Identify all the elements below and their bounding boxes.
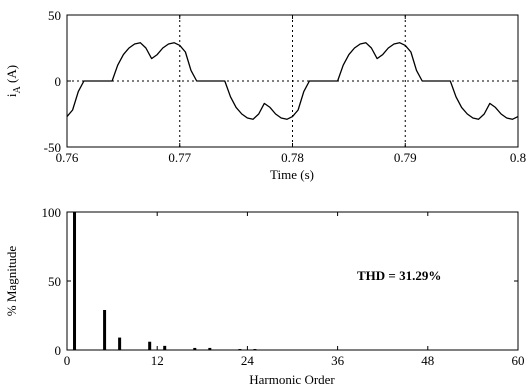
waveform-y-tick-labels: -50 0 50 [44, 8, 61, 155]
waveform-y-axis-label-unit: (A) [4, 65, 19, 86]
spectrum-bar [208, 347, 212, 350]
waveform-y-tick-label: 50 [48, 8, 61, 23]
spectrum-x-tick-label: 24 [241, 353, 255, 368]
spectrum-plot-frame [66, 211, 519, 351]
spectrum-x-tick-label: 36 [331, 353, 345, 368]
spectrum-x-tick-label: 48 [421, 353, 434, 368]
spectrum-x-tick-label: 60 [512, 353, 525, 368]
spectrum-bar [193, 347, 197, 350]
spectrum-x-axis-label: Harmonic Order [249, 372, 335, 387]
spectrum-bar [148, 341, 152, 350]
waveform-y-tick-label: -50 [44, 140, 61, 155]
waveform-chart: 0.76 0.77 0.78 0.79 0.8 -50 0 50 Time (s) iA (… [4, 8, 526, 182]
spectrum-y-tick-label: 50 [48, 274, 61, 289]
spectrum-bar [253, 349, 257, 350]
spectrum-x-tick-label: 12 [151, 353, 164, 368]
waveform-x-tick-labels: 0.76 0.77 0.78 0.79 0.8 [56, 150, 527, 165]
spectrum-x-tick-label: 0 [64, 353, 71, 368]
thd-annotation: THD = 31.29% [357, 268, 441, 283]
spectrum-bar [118, 337, 122, 350]
waveform-y-axis-label: iA (A) [4, 65, 23, 97]
waveform-x-tick-label: 0.76 [56, 150, 79, 165]
spectrum-bar [163, 345, 167, 350]
waveform-x-tick-label: 0.8 [510, 150, 526, 165]
spectrum-y-tick-label: 0 [55, 343, 62, 358]
waveform-y-tick-label: 0 [55, 74, 62, 89]
spectrum-x-tick-labels: 0 12 24 36 48 60 [64, 353, 525, 368]
waveform-x-tick-label: 0.79 [394, 150, 417, 165]
waveform-ticks [66, 14, 519, 148]
waveform-x-tick-label: 0.77 [168, 150, 191, 165]
waveform-series [66, 42, 519, 120]
waveform-y-axis-label-main: i [4, 93, 19, 97]
waveform-x-axis-label: Time (s) [270, 167, 314, 182]
spectrum-y-axis-label: % Magnitude [4, 246, 19, 317]
spectrum-chart: 0 12 24 36 48 60 0 50 100 THD = 31.29% Harmonic… [4, 205, 525, 387]
spectrum-y-tick-label: 100 [42, 205, 62, 220]
spectrum-ticks [66, 211, 519, 351]
spectrum-bar [238, 349, 242, 350]
spectrum-bar [103, 309, 107, 350]
waveform-x-tick-label: 0.78 [281, 150, 304, 165]
waveform-y-axis-label-subscript: A [12, 85, 23, 93]
spectrum-bar [73, 212, 77, 350]
waveform-series-line [66, 42, 519, 120]
spectrum-y-tick-labels: 0 50 100 [42, 205, 62, 358]
spectrum-bars [73, 212, 257, 350]
